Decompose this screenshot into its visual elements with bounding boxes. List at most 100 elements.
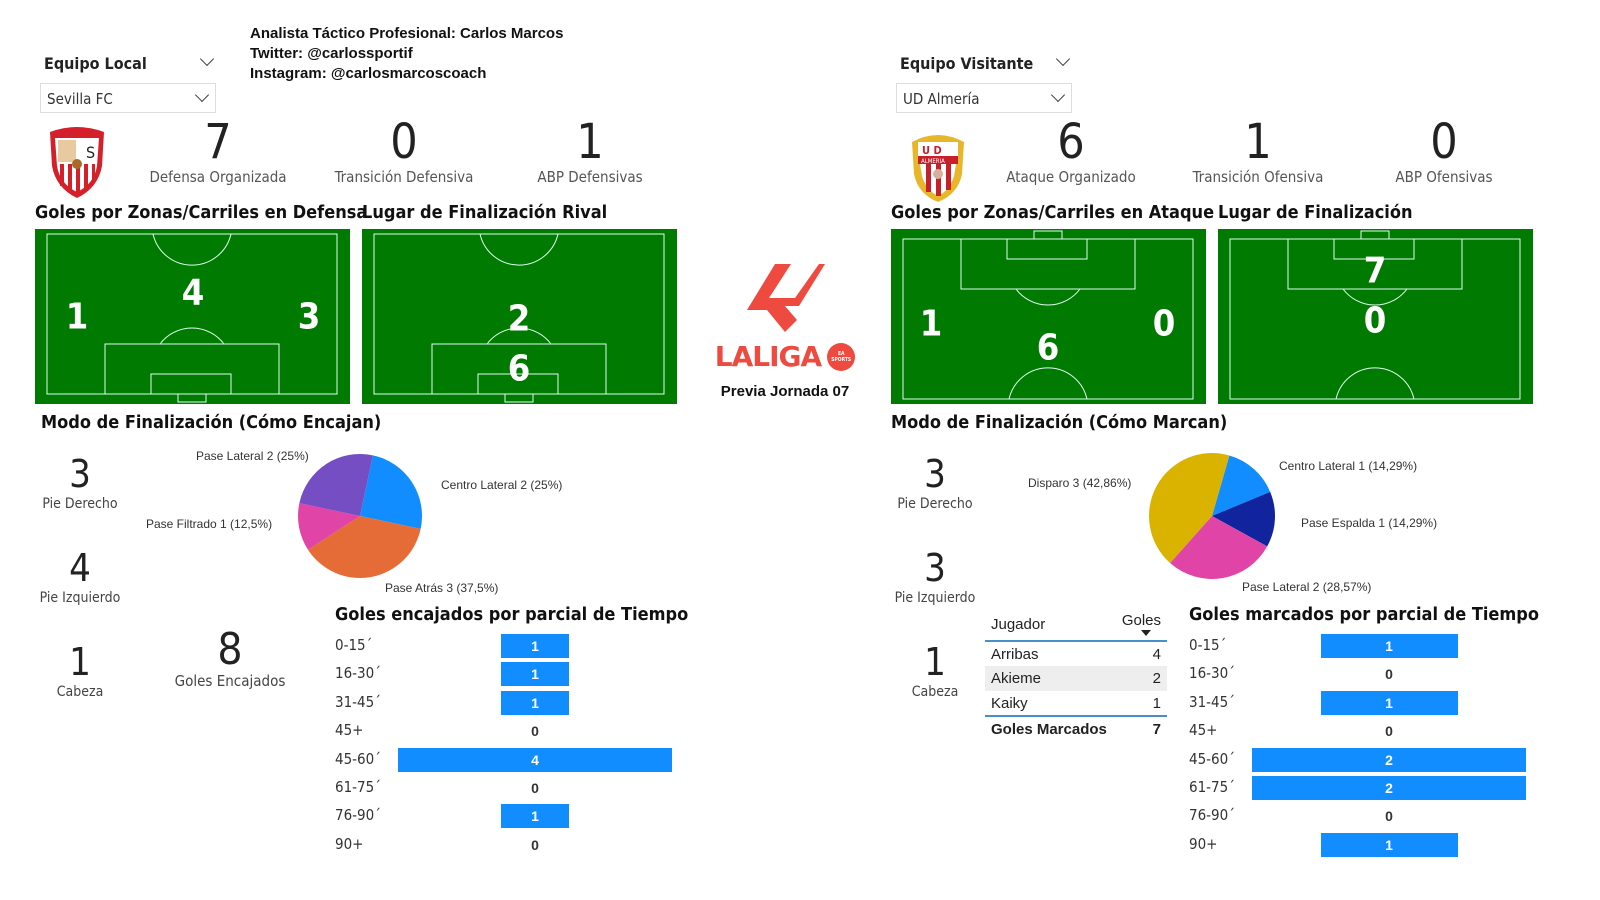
period-label: 61-75´ <box>1189 778 1235 796</box>
mode-label: Cabeza <box>56 684 104 700</box>
period-bar[interactable]: 1 <box>500 804 570 829</box>
period-label: 16-30´ <box>1189 664 1235 683</box>
ea-sports-badge: EA SPORTS <box>827 342 856 371</box>
away-finish-pitch: 7 0 <box>1218 229 1533 404</box>
period-bar-zero-label: 0 <box>1385 666 1393 683</box>
zone-left-value: 1 <box>65 296 89 338</box>
total-value: 8 <box>217 624 243 675</box>
svg-text:S: S <box>86 143 95 162</box>
laliga-mark-icon <box>747 264 825 332</box>
period-bar[interactable]: 1 <box>1320 634 1458 658</box>
credit-instagram: Instagram: @carlosmarcoscoach <box>250 65 487 82</box>
period-bar[interactable]: 2 <box>1252 776 1526 800</box>
mode-pie-izquierdo: 3 Pie Izquierdo <box>885 546 985 606</box>
period-bar[interactable]: 1 <box>500 662 570 687</box>
period-bar[interactable]: 1 <box>500 690 570 715</box>
period-bar-zero-label: 0 <box>531 780 539 796</box>
player-name: Akieme <box>991 670 1042 687</box>
zone-right-value: 3 <box>297 296 321 338</box>
period-label: 16-30´ <box>335 664 381 683</box>
svg-text:U D: U D <box>922 144 942 157</box>
pie-slice-centro-lateral[interactable] <box>360 455 422 529</box>
mode-value: 3 <box>924 546 946 590</box>
laliga-logo: LALIGA EA SPORTS Previa Jornada 07 <box>700 262 870 400</box>
pie-label: Pase Lateral 2 (28,57%) <box>1242 580 1372 594</box>
period-bar-zero-label: 0 <box>1385 808 1393 825</box>
period-bar[interactable]: 2 <box>1252 747 1526 772</box>
home-bars-title: Goles encajados por parcial de Tiempo <box>335 604 689 625</box>
home-zones-pitch: 1 4 3 <box>35 229 350 404</box>
away-team-dropdown[interactable]: UD Almería <box>896 83 1072 113</box>
pie-slice-pase-espalda[interactable] <box>1212 491 1276 547</box>
pie-label: Disparo 3 (42,86%) <box>1028 476 1132 490</box>
col-goles[interactable]: Goles <box>1114 608 1167 642</box>
mode-pie-derecho: 3 Pie Derecho <box>30 452 130 512</box>
home-mode-title: Modo de Finalización (Cómo Encajan) <box>41 412 382 433</box>
player-name: Kaiky <box>991 694 1028 712</box>
almeria-crest-logo: U D ALMERIA <box>912 135 964 202</box>
credits: Analista Táctico Profesional: Carlos Mar… <box>250 24 563 84</box>
kpi-label: ABP Ofensivas <box>1395 168 1493 186</box>
finish-outside-box-value: 2 <box>507 298 531 340</box>
home-slicer-title: Equipo Local <box>44 54 147 73</box>
goles-encajados-total: 8 Goles Encajados <box>160 624 300 691</box>
kpi-label: Transición Ofensiva <box>1192 168 1324 186</box>
pie-label: Pase Lateral 2 (25%) <box>196 449 309 463</box>
chevron-down-icon[interactable] <box>199 51 215 67</box>
mode-value: 1 <box>69 640 91 684</box>
finish-inside-box-value: 7 <box>1363 250 1387 292</box>
mode-label: Pie Izquierdo <box>39 590 121 606</box>
chevron-down-icon <box>1050 87 1066 103</box>
pie-slice-centro-lateral[interactable] <box>1212 455 1271 516</box>
period-bar[interactable]: 1 <box>500 634 570 658</box>
svg-text:ALMERIA: ALMERIA <box>921 158 945 165</box>
kpi-value: 1 <box>576 114 604 170</box>
pie-slice-pase-lateral[interactable] <box>299 454 373 516</box>
col-jugador[interactable]: Jugador <box>985 608 1115 642</box>
kpi-value: 6 <box>1057 114 1085 170</box>
mode-value: 1 <box>924 640 946 684</box>
kpi-value: 0 <box>390 114 418 170</box>
period-bar[interactable]: 1 <box>1320 690 1458 715</box>
period-label: 45-60´ <box>1189 749 1235 768</box>
period-bar[interactable]: 4 <box>398 747 672 772</box>
mode-label: Pie Derecho <box>42 496 118 512</box>
home-team-dropdown[interactable]: Sevilla FC <box>40 83 216 113</box>
mode-cabeza: 1 Cabeza <box>885 640 985 700</box>
mode-label: Cabeza <box>911 684 959 700</box>
kpi-ataque-organizado: 6 Ataque Organizado <box>981 116 1161 186</box>
period-label: 76-90´ <box>335 806 381 825</box>
mode-value: 3 <box>69 452 91 496</box>
period-label: 31-45´ <box>335 692 381 711</box>
pitch-lines <box>373 233 665 403</box>
mode-label: Pie Derecho <box>897 496 973 512</box>
pie-slice-pase-atrás[interactable] <box>308 516 421 578</box>
credit-analyst: Analista Táctico Profesional: Carlos Mar… <box>250 25 564 42</box>
table-row: Kaiky 1 <box>985 691 1167 716</box>
kpi-label: Defensa Organizada <box>149 168 287 186</box>
pie-slice-pase-filtrado[interactable] <box>298 503 360 550</box>
pitch-lines <box>46 233 338 403</box>
period-label: 61-75´ <box>335 778 381 796</box>
away-bars-title: Goles marcados por parcial de Tiempo <box>1189 604 1540 625</box>
away-team-value: UD Almería <box>903 90 980 108</box>
kpi-defensa-organizada: 7 Defensa Organizada <box>128 116 308 186</box>
period-label: 0-15´ <box>1189 636 1227 654</box>
chevron-down-icon[interactable] <box>1055 51 1071 67</box>
total-label: Goles Marcados <box>991 720 1107 738</box>
pie-slice-pase-lateral[interactable] <box>1170 516 1268 580</box>
col-goles-label: Goles <box>1121 612 1161 629</box>
zone-center-value: 6 <box>1036 327 1060 369</box>
finish-inside-box-value: 6 <box>507 348 531 390</box>
home-zones-title: Goles por Zonas/Carriles en Defensa <box>35 202 368 223</box>
period-bar[interactable]: 1 <box>1320 832 1458 857</box>
chevron-down-icon <box>194 87 210 103</box>
kpi-abp-defensivas: 1 ABP Defensivas <box>500 116 680 186</box>
period-label: 90+ <box>335 834 364 853</box>
period-bar-zero-label: 0 <box>1385 723 1393 740</box>
mode-cabeza: 1 Cabeza <box>30 640 130 700</box>
period-bar-zero-label: 0 <box>531 723 539 740</box>
pie-slice-disparo[interactable] <box>1148 453 1230 564</box>
pitch-lines <box>1229 230 1521 400</box>
table-total-row: Goles Marcados 7 <box>985 716 1167 741</box>
